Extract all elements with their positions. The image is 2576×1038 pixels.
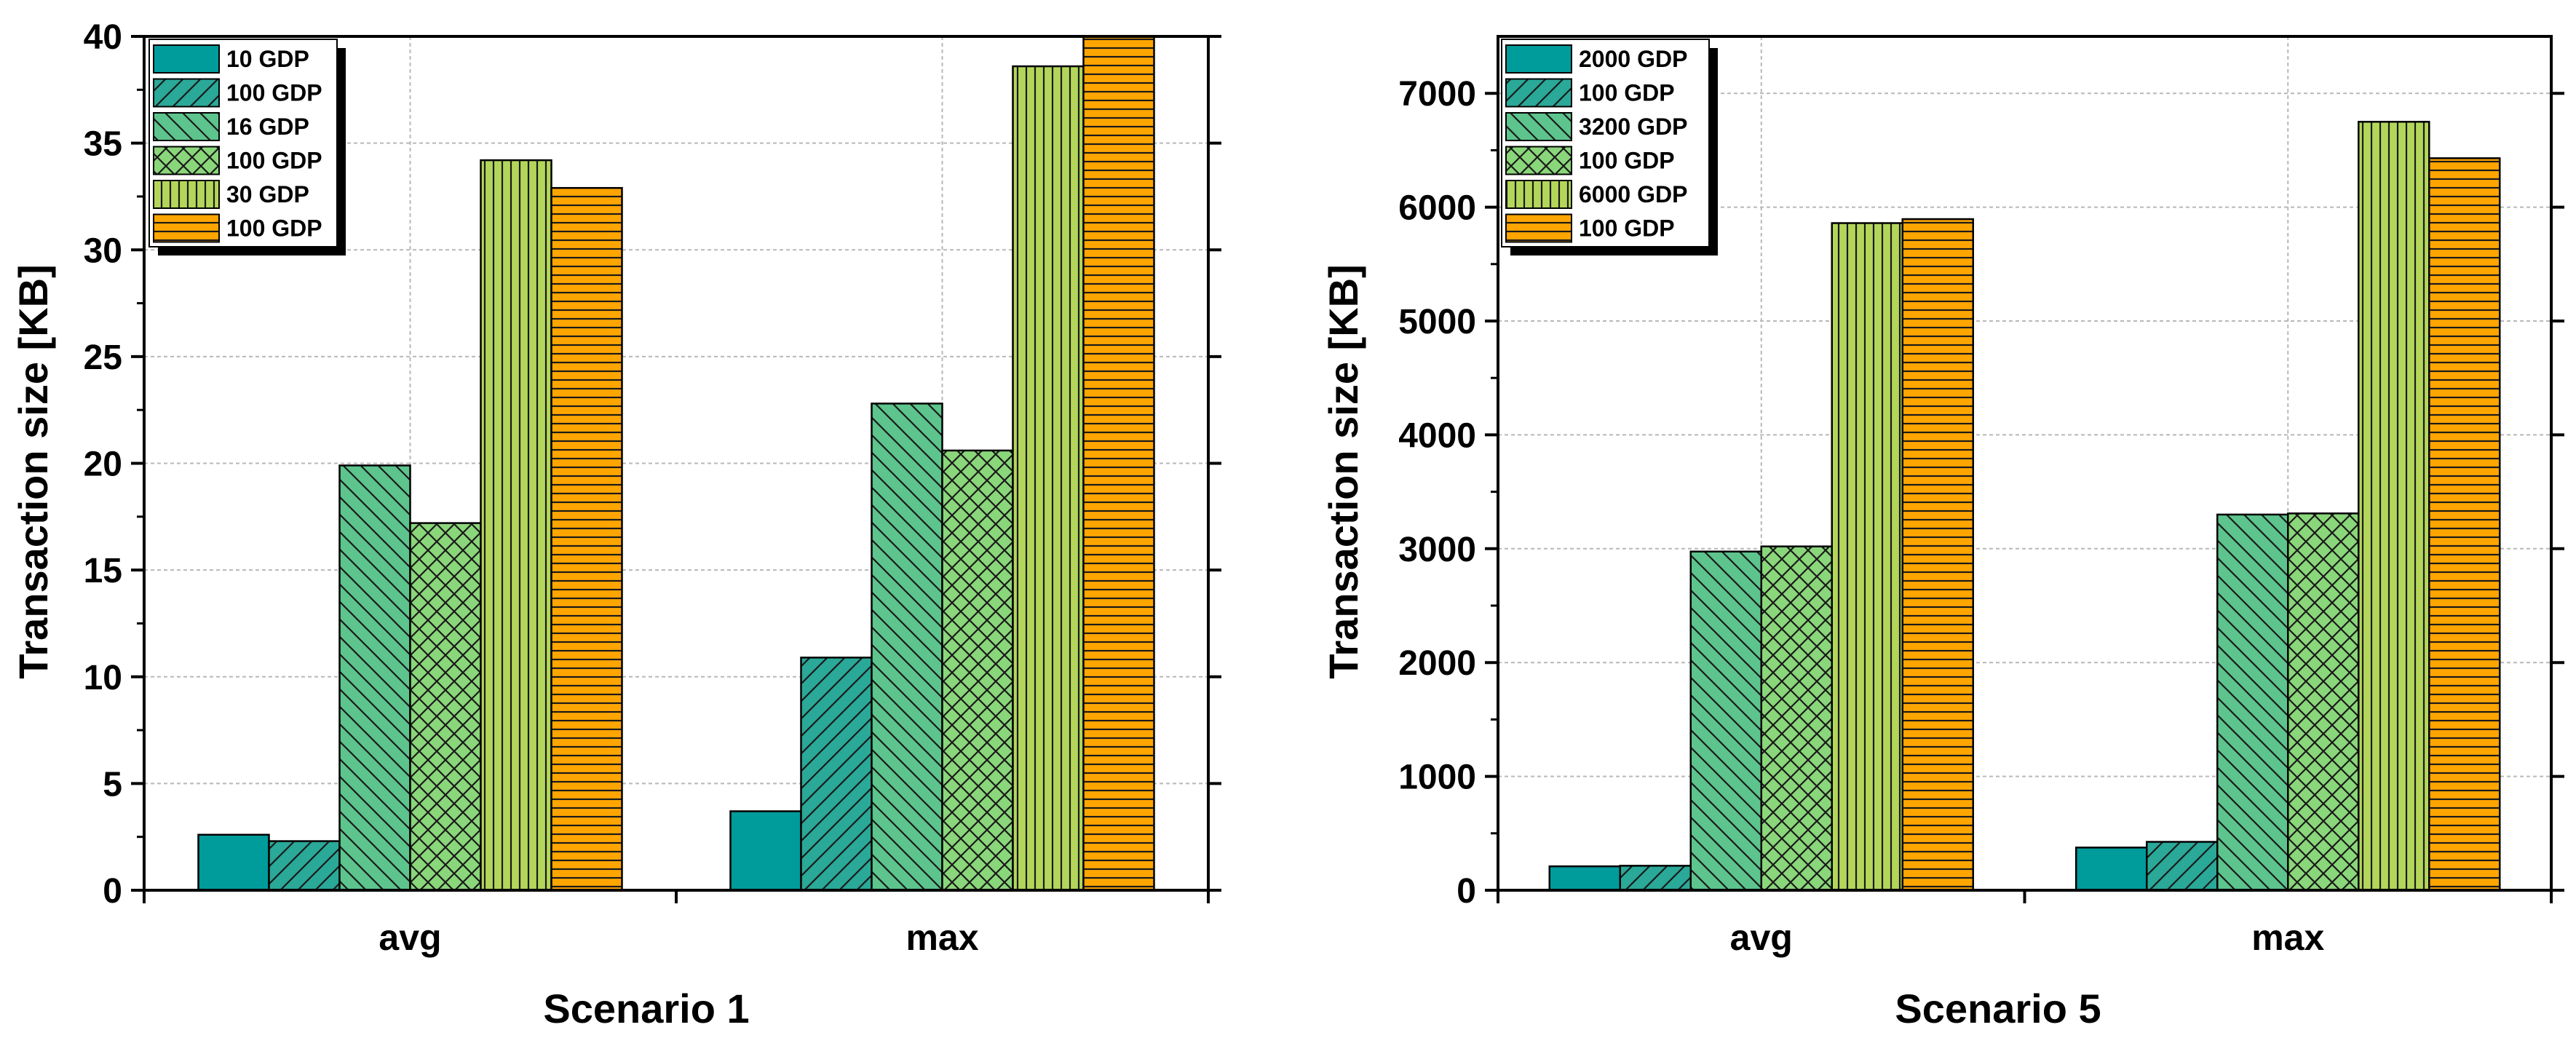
chart-panel-scenario-5: Transaction size [KB] Scenario 5 0 1000 20… — [1320, 35, 2564, 1031]
legend-swatch — [1505, 146, 1572, 175]
legend-label: 16 GDP — [226, 114, 309, 140]
bar-100-gdp-avg — [1760, 545, 1833, 892]
x-axis-title: Scenario 5 — [1895, 986, 2101, 1031]
bar-100-gdp-avg — [409, 522, 482, 892]
legend-swatch — [153, 180, 220, 209]
legend-label: 30 GDP — [226, 181, 309, 207]
x-category-label: avg — [379, 917, 441, 958]
legend-label: 3200 GDP — [1579, 114, 1687, 140]
bar-100-gdp-avg — [550, 186, 623, 892]
legend-swatch — [153, 112, 220, 141]
legend-label: 100 GDP — [1579, 215, 1675, 242]
legend-swatch — [1505, 180, 1572, 209]
legend-label: 100 GDP — [1579, 80, 1675, 106]
chart-panel-scenario-1: Transaction size [KB] Scenario 1 0 5 10 15 2… — [10, 18, 1221, 1031]
bar-3200-gdp-avg — [1689, 550, 1762, 892]
bar-2000-gdp-max — [2075, 847, 2148, 892]
y-tick-label: 1000 — [1398, 758, 1476, 797]
bar-100-gdp-max — [2146, 841, 2219, 892]
x-axis-title: Scenario 1 — [543, 986, 749, 1031]
bar-6000-gdp-max — [2358, 121, 2430, 892]
bar-16-gdp-max — [871, 403, 943, 892]
legend-swatch — [1505, 44, 1572, 74]
bar-100-gdp-avg — [1901, 218, 1974, 892]
y-tick-label: 15 — [84, 552, 122, 590]
legend-swatch — [153, 44, 220, 74]
bar-10-gdp-max — [729, 810, 802, 892]
legend — [148, 39, 338, 247]
y-tick-label: 5 — [103, 765, 122, 804]
bar-2000-gdp-avg — [1548, 865, 1621, 892]
legend — [1501, 39, 1710, 247]
y-axis-title: Transaction size [KB] — [10, 264, 56, 678]
y-tick-label: 20 — [84, 445, 122, 484]
bar-100-gdp-max — [800, 657, 873, 892]
bar-100-gdp-avg — [268, 840, 341, 892]
legend-swatch — [153, 78, 220, 108]
x-category-label: avg — [1730, 917, 1793, 958]
y-tick-label: 5000 — [1398, 303, 1476, 341]
legend-swatch — [153, 213, 220, 243]
bar-100-gdp-avg — [1619, 865, 1692, 892]
bar-100-gdp-max — [1082, 35, 1155, 892]
legend-label: 6000 GDP — [1579, 181, 1687, 207]
y-tick-label: 7000 — [1398, 75, 1476, 114]
y-tick-label: 25 — [84, 338, 122, 377]
legend-swatch — [1505, 78, 1572, 108]
bar-10-gdp-avg — [197, 833, 270, 892]
y-tick-label: 30 — [84, 231, 122, 270]
bar-100-gdp-max — [2287, 512, 2360, 892]
y-tick-label: 6000 — [1398, 189, 1476, 228]
legend-swatch — [153, 146, 220, 175]
legend-label: 100 GDP — [1579, 148, 1675, 174]
y-tick-label: 40 — [84, 18, 122, 57]
y-axis-title: Transaction size [KB] — [1320, 264, 1366, 678]
bar-16-gdp-avg — [338, 464, 411, 892]
legend-label: 100 GDP — [226, 148, 322, 174]
y-tick-label: 35 — [84, 125, 122, 164]
bar-3200-gdp-max — [2216, 513, 2289, 892]
y-tick-label: 2000 — [1398, 644, 1476, 683]
bar-30-gdp-max — [1012, 65, 1085, 892]
y-tick-label: 0 — [103, 872, 122, 911]
legend-swatch — [1505, 112, 1572, 141]
y-tick-label: 3000 — [1398, 531, 1476, 569]
x-category-label: max — [2251, 917, 2324, 958]
bar-100-gdp-max — [941, 449, 1014, 892]
legend-label: 100 GDP — [226, 215, 322, 242]
legend-label: 100 GDP — [226, 80, 322, 106]
bar-30-gdp-avg — [480, 159, 552, 892]
y-tick-label: 0 — [1457, 872, 1476, 911]
y-tick-label: 4000 — [1398, 416, 1476, 455]
bar-6000-gdp-avg — [1831, 222, 1903, 892]
y-tick-label: 10 — [84, 659, 122, 697]
legend-label: 2000 GDP — [1579, 46, 1687, 72]
legend-label: 10 GDP — [226, 46, 309, 72]
legend-swatch — [1505, 213, 1572, 243]
x-category-label: max — [905, 917, 978, 958]
bar-100-gdp-max — [2428, 157, 2501, 892]
